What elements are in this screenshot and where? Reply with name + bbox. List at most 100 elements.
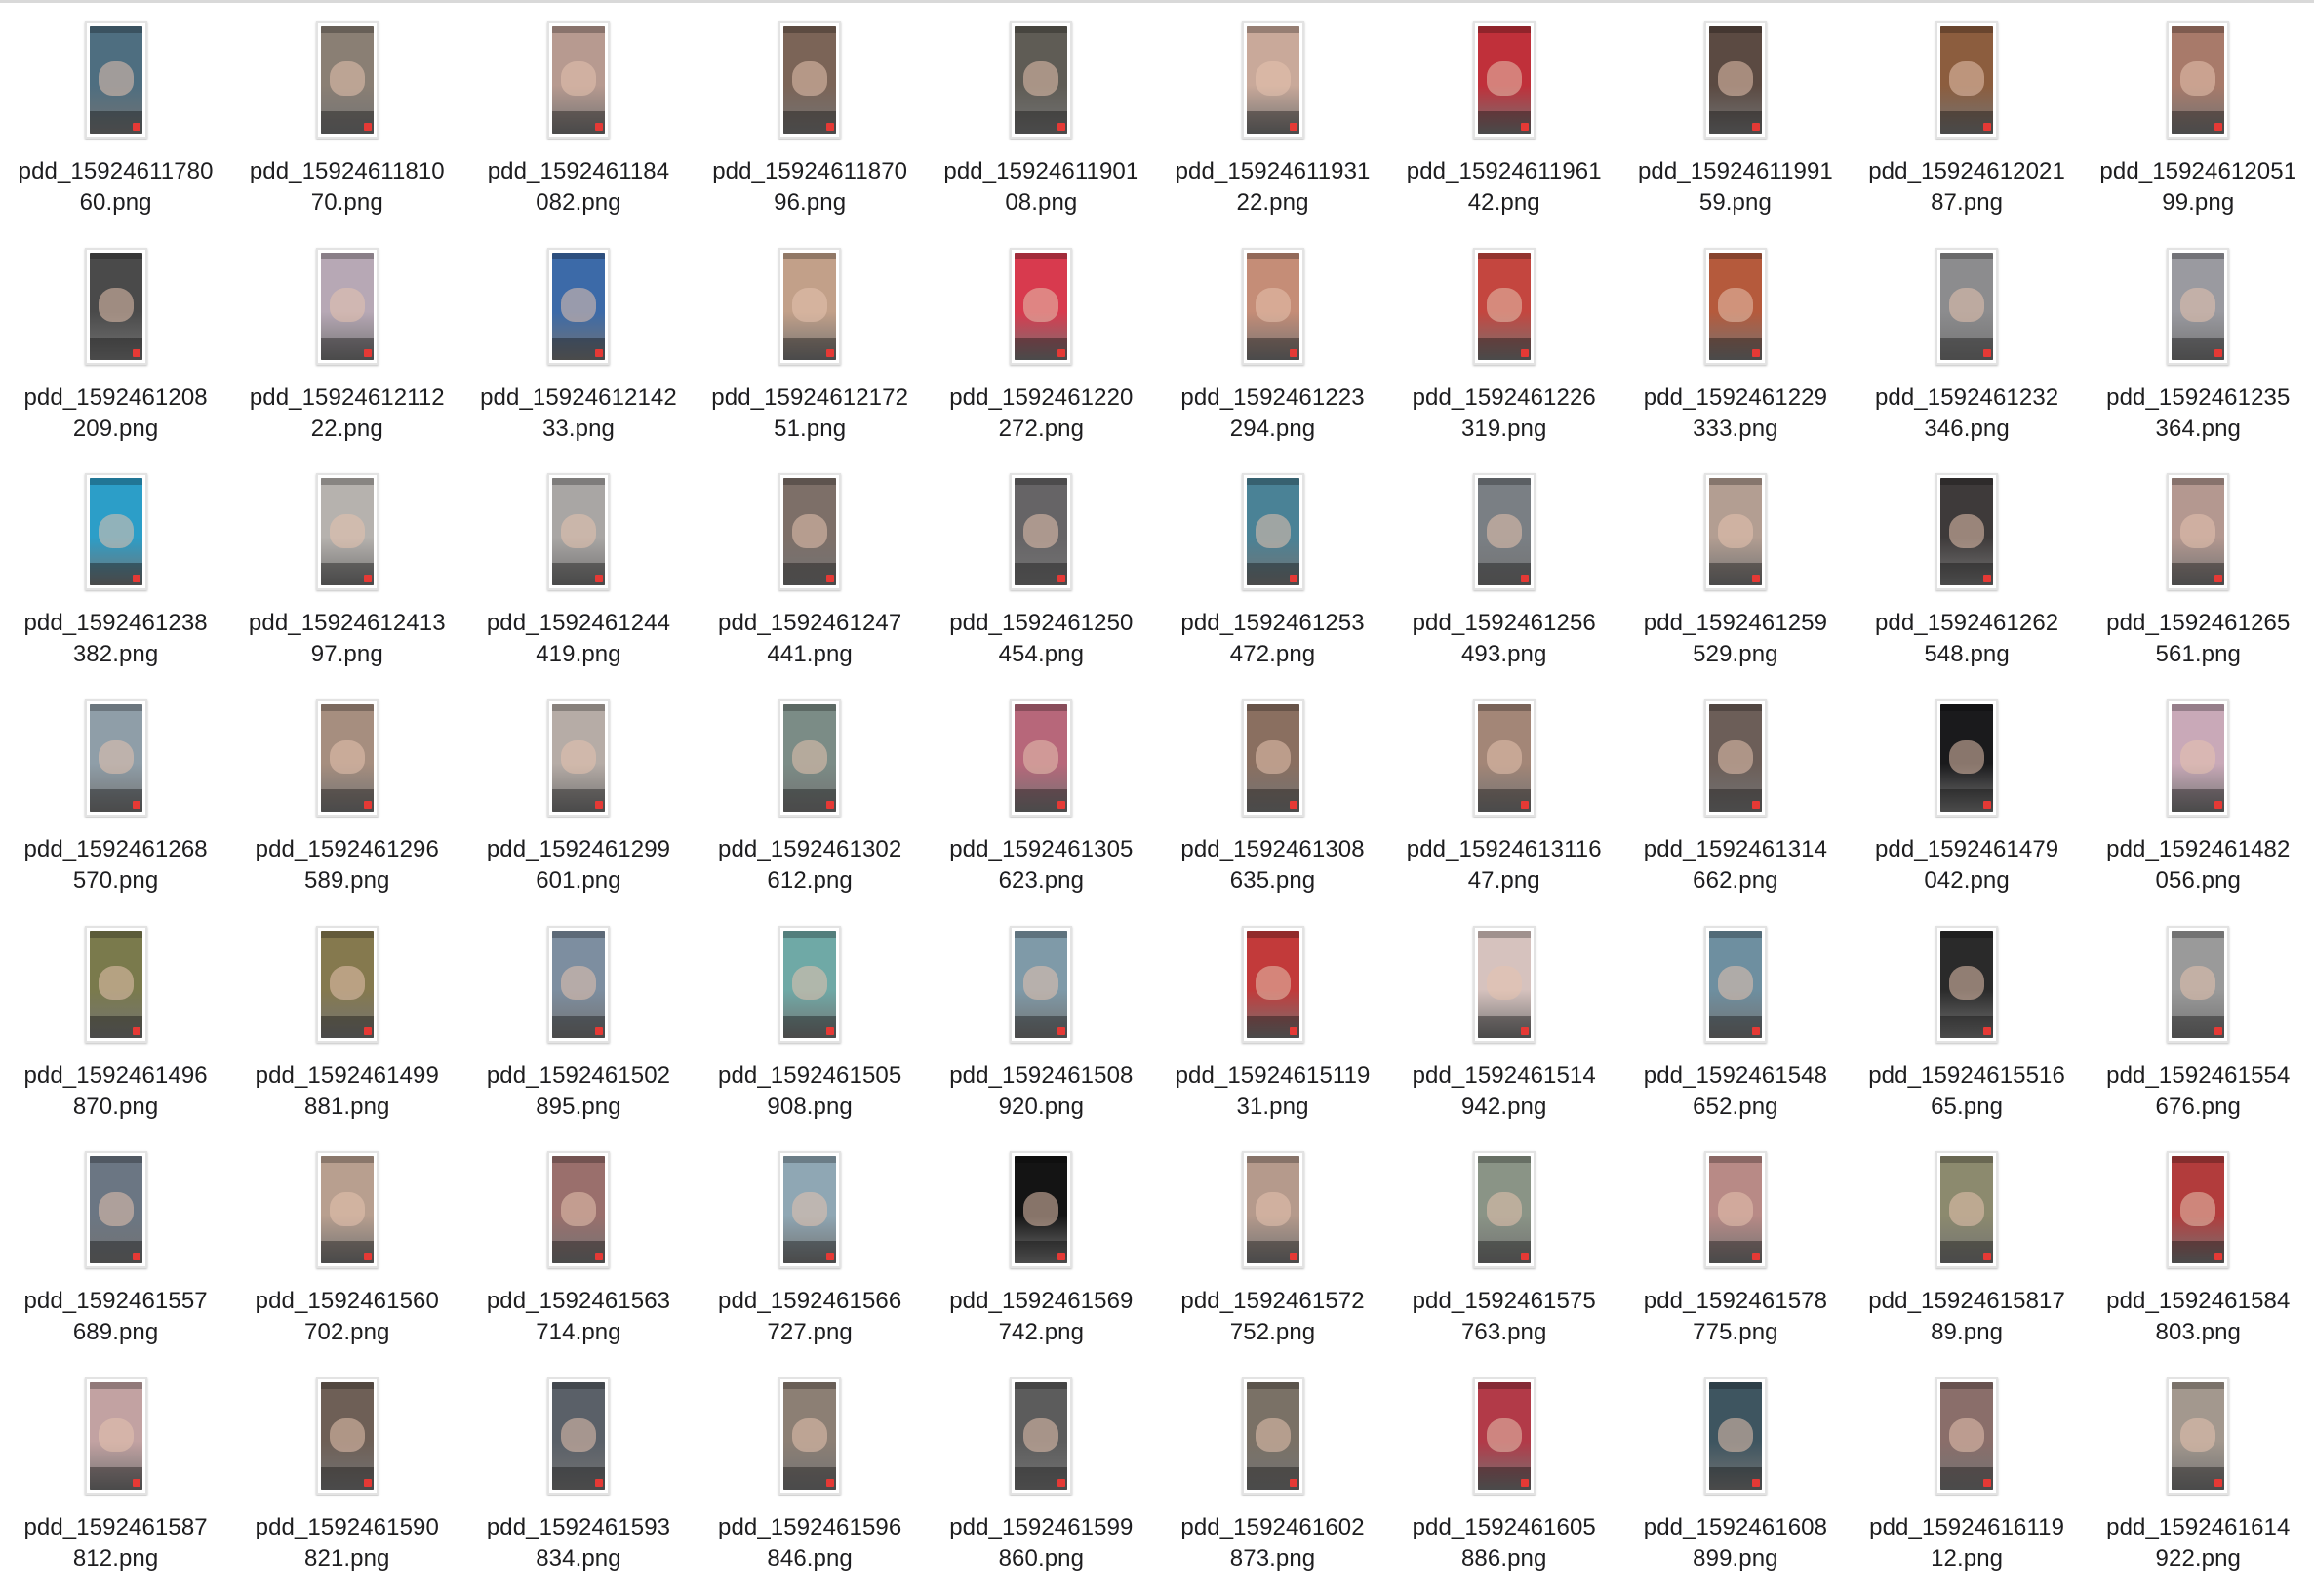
file-item[interactable]: pdd_1592461479 042.png [1852,678,2083,904]
image-thumbnail[interactable] [1935,21,1999,139]
file-item[interactable]: pdd_1592461238 382.png [0,452,231,678]
file-item[interactable]: pdd_1592461482 056.png [2083,678,2314,904]
file-item[interactable]: pdd_1592461232 346.png [1852,226,2083,453]
file-item[interactable]: pdd_1592461608 899.png [1619,1356,1851,1582]
image-thumbnail[interactable] [1935,247,1999,365]
file-item[interactable]: pdd_1592461605 886.png [1388,1356,1619,1582]
image-thumbnail[interactable] [1241,699,1304,818]
image-thumbnail[interactable] [84,21,147,139]
image-thumbnail[interactable] [2167,21,2230,139]
file-item[interactable]: pdd_15924612142 33.png [462,226,694,453]
file-item[interactable]: pdd_1592461614 922.png [2083,1356,2314,1582]
file-item[interactable]: pdd_15924611810 70.png [231,0,462,226]
file-item[interactable]: pdd_15924615817 89.png [1852,1130,2083,1356]
file-item[interactable]: pdd_1592461296 589.png [231,678,462,904]
file-item[interactable]: pdd_1592461590 821.png [231,1356,462,1582]
image-thumbnail[interactable] [1703,473,1767,591]
image-thumbnail[interactable] [1935,925,1999,1043]
image-thumbnail[interactable] [1703,1151,1767,1269]
file-item[interactable]: pdd_1592461256 493.png [1388,452,1619,678]
file-item[interactable]: pdd_1592461499 881.png [231,904,462,1131]
file-item[interactable]: pdd_1592461265 561.png [2083,452,2314,678]
image-thumbnail[interactable] [84,1151,147,1269]
image-thumbnail[interactable] [315,699,379,818]
image-thumbnail[interactable] [1010,473,1073,591]
image-thumbnail[interactable] [1472,1377,1536,1496]
image-thumbnail[interactable] [1241,21,1304,139]
image-thumbnail[interactable] [1472,247,1536,365]
image-thumbnail[interactable] [778,699,842,818]
image-thumbnail[interactable] [1472,699,1536,818]
image-thumbnail[interactable] [84,473,147,591]
file-item[interactable]: pdd_1592461262 548.png [1852,452,2083,678]
image-thumbnail[interactable] [315,21,379,139]
image-thumbnail[interactable] [778,1377,842,1496]
file-item[interactable]: pdd_15924612021 87.png [1852,0,2083,226]
image-thumbnail[interactable] [315,1151,379,1269]
file-item[interactable]: pdd_1592461259 529.png [1619,452,1851,678]
image-thumbnail[interactable] [546,699,610,818]
image-thumbnail[interactable] [1703,247,1767,365]
file-item[interactable]: pdd_1592461244 419.png [462,452,694,678]
file-item[interactable]: pdd_15924611961 42.png [1388,0,1619,226]
image-thumbnail[interactable] [2167,473,2230,591]
file-item[interactable]: pdd_1592461247 441.png [695,452,926,678]
file-item[interactable]: pdd_1592461587 812.png [0,1356,231,1582]
image-thumbnail[interactable] [1010,247,1073,365]
file-item[interactable]: pdd_1592461299 601.png [462,678,694,904]
file-item[interactable]: pdd_15924615119 31.png [1157,904,1388,1131]
image-thumbnail[interactable] [84,1377,147,1496]
image-thumbnail[interactable] [1703,699,1767,818]
file-item[interactable]: pdd_15924612172 51.png [695,226,926,453]
file-item[interactable]: pdd_1592461250 454.png [926,452,1157,678]
image-thumbnail[interactable] [546,21,610,139]
image-thumbnail[interactable] [315,473,379,591]
file-item[interactable]: pdd_1592461508 920.png [926,904,1157,1131]
image-thumbnail[interactable] [84,247,147,365]
image-thumbnail[interactable] [546,1151,610,1269]
file-item[interactable]: pdd_15924611870 96.png [695,0,926,226]
image-thumbnail[interactable] [546,925,610,1043]
image-thumbnail[interactable] [84,699,147,818]
image-thumbnail[interactable] [1472,473,1536,591]
file-item[interactable]: pdd_1592461505 908.png [695,904,926,1131]
file-item[interactable]: pdd_15924615516 65.png [1852,904,2083,1131]
image-thumbnail[interactable] [2167,1151,2230,1269]
file-item[interactable]: pdd_1592461502 895.png [462,904,694,1131]
file-item[interactable]: pdd_15924611991 59.png [1619,0,1851,226]
image-thumbnail[interactable] [2167,699,2230,818]
file-item[interactable]: pdd_1592461560 702.png [231,1130,462,1356]
file-item[interactable]: pdd_1592461566 727.png [695,1130,926,1356]
file-item[interactable]: pdd_15924616119 12.png [1852,1356,2083,1582]
file-item[interactable]: pdd_1592461226 319.png [1388,226,1619,453]
file-item[interactable]: pdd_1592461569 742.png [926,1130,1157,1356]
file-item[interactable]: pdd_1592461554 676.png [2083,904,2314,1131]
image-thumbnail[interactable] [1935,699,1999,818]
image-thumbnail[interactable] [546,247,610,365]
file-item[interactable]: pdd_1592461308 635.png [1157,678,1388,904]
file-item[interactable]: pdd_1592461253 472.png [1157,452,1388,678]
file-item[interactable]: pdd_1592461220 272.png [926,226,1157,453]
file-item[interactable]: pdd_1592461314 662.png [1619,678,1851,904]
file-item[interactable]: pdd_1592461235 364.png [2083,226,2314,453]
file-item[interactable]: pdd_15924612051 99.png [2083,0,2314,226]
image-thumbnail[interactable] [1703,925,1767,1043]
file-item[interactable]: pdd_15924612413 97.png [231,452,462,678]
image-thumbnail[interactable] [1703,21,1767,139]
image-thumbnail[interactable] [2167,925,2230,1043]
file-item[interactable]: pdd_15924611931 22.png [1157,0,1388,226]
file-item[interactable]: pdd_1592461584 803.png [2083,1130,2314,1356]
image-thumbnail[interactable] [1010,21,1073,139]
image-thumbnail[interactable] [1935,1377,1999,1496]
image-thumbnail[interactable] [1241,925,1304,1043]
file-item[interactable]: pdd_1592461596 846.png [695,1356,926,1582]
image-thumbnail[interactable] [1010,1377,1073,1496]
file-item[interactable]: pdd_15924611901 08.png [926,0,1157,226]
file-item[interactable]: pdd_1592461575 763.png [1388,1130,1619,1356]
image-thumbnail[interactable] [1472,1151,1536,1269]
file-item[interactable]: pdd_1592461268 570.png [0,678,231,904]
file-item[interactable]: pdd_1592461302 612.png [695,678,926,904]
image-thumbnail[interactable] [1241,247,1304,365]
file-item[interactable]: pdd_1592461229 333.png [1619,226,1851,453]
image-thumbnail[interactable] [778,1151,842,1269]
